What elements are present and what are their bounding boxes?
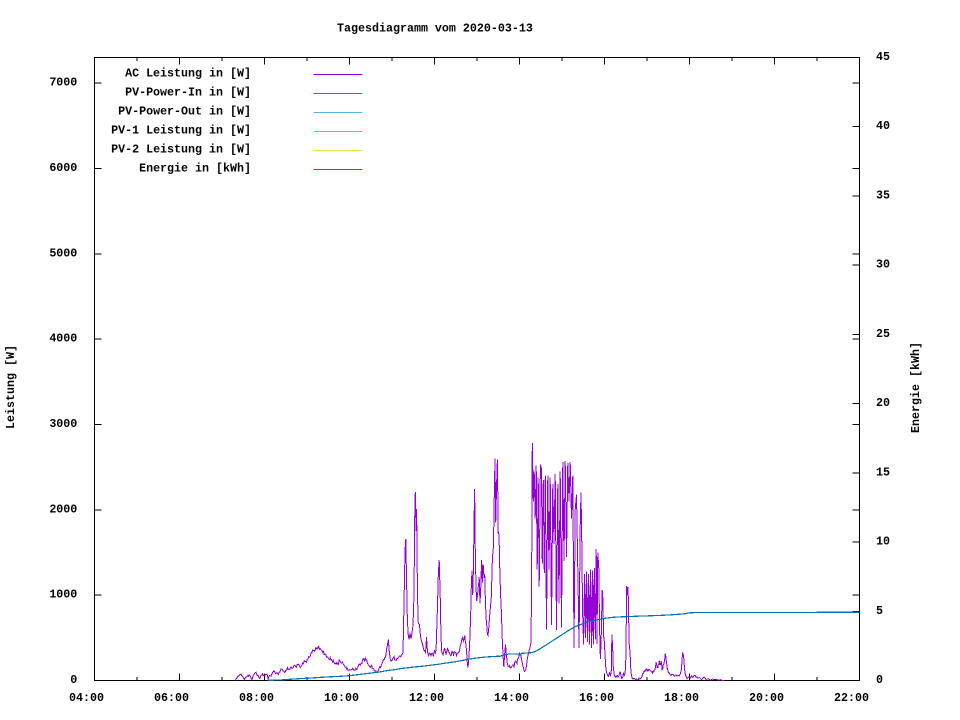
svg-text:35: 35 bbox=[876, 188, 890, 202]
svg-text:16:00: 16:00 bbox=[579, 691, 614, 705]
svg-text:14:00: 14:00 bbox=[494, 691, 529, 705]
svg-text:20:00: 20:00 bbox=[749, 691, 784, 705]
svg-text:12:00: 12:00 bbox=[409, 691, 444, 705]
svg-text:5000: 5000 bbox=[49, 246, 77, 260]
svg-text:18:00: 18:00 bbox=[664, 691, 699, 705]
svg-text:10: 10 bbox=[876, 535, 890, 549]
svg-text:PV-Power-Out in [W]: PV-Power-Out in [W] bbox=[118, 104, 251, 118]
svg-text:20: 20 bbox=[876, 396, 890, 410]
svg-text:10:00: 10:00 bbox=[324, 691, 359, 705]
svg-text:22:00: 22:00 bbox=[834, 691, 869, 705]
svg-text:0: 0 bbox=[70, 673, 77, 687]
svg-text:Energie [kWh]: Energie [kWh] bbox=[909, 342, 923, 433]
svg-text:40: 40 bbox=[876, 119, 890, 133]
svg-text:30: 30 bbox=[876, 258, 890, 272]
svg-text:PV-2 Leistung in [W]: PV-2 Leistung in [W] bbox=[111, 142, 251, 156]
svg-text:Energie in [kWh]: Energie in [kWh] bbox=[139, 161, 251, 175]
svg-text:2000: 2000 bbox=[49, 502, 77, 516]
svg-text:0: 0 bbox=[876, 673, 883, 687]
svg-text:AC Leistung in [W]: AC Leistung in [W] bbox=[125, 66, 251, 80]
svg-text:7000: 7000 bbox=[49, 76, 77, 90]
svg-text:3000: 3000 bbox=[49, 417, 77, 431]
svg-text:4000: 4000 bbox=[49, 332, 77, 346]
svg-text:PV-Power-In in [W]: PV-Power-In in [W] bbox=[125, 85, 251, 99]
svg-text:08:00: 08:00 bbox=[239, 691, 274, 705]
svg-text:Tagesdiagramm vom 2020-03-13: Tagesdiagramm vom 2020-03-13 bbox=[337, 22, 533, 36]
svg-text:1000: 1000 bbox=[49, 588, 77, 602]
svg-text:Leistung [W]: Leistung [W] bbox=[4, 345, 18, 429]
svg-text:PV-1 Leistung in [W]: PV-1 Leistung in [W] bbox=[111, 123, 251, 137]
svg-text:04:00: 04:00 bbox=[69, 691, 104, 705]
svg-text:06:00: 06:00 bbox=[154, 691, 189, 705]
svg-text:5: 5 bbox=[876, 604, 883, 618]
svg-text:25: 25 bbox=[876, 327, 890, 341]
svg-text:6000: 6000 bbox=[49, 161, 77, 175]
svg-text:15: 15 bbox=[876, 465, 890, 479]
svg-text:45: 45 bbox=[876, 50, 890, 64]
